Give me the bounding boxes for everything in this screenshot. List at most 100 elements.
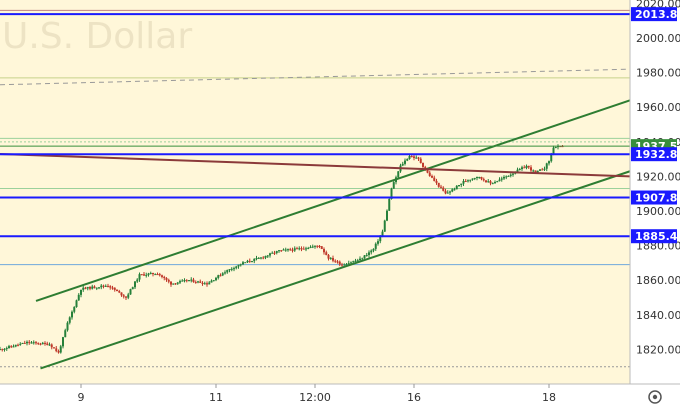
candle-body — [68, 317, 71, 323]
candle-body — [327, 255, 330, 259]
candle-body — [462, 180, 465, 184]
candle-body — [363, 255, 366, 259]
candle-body — [181, 280, 184, 282]
candle-body — [109, 286, 112, 288]
candle-body — [59, 346, 62, 353]
candle-body — [343, 264, 346, 266]
candles — [0, 144, 564, 354]
candle-body — [260, 257, 262, 259]
candle-body — [266, 255, 269, 257]
candle-body — [417, 157, 420, 159]
candle-body — [451, 189, 454, 192]
candle-body — [140, 274, 143, 276]
candle-body — [82, 287, 85, 290]
candle-body — [134, 281, 136, 288]
candle-body — [278, 250, 280, 252]
candle-body — [347, 263, 350, 265]
candle-body — [307, 247, 310, 249]
y-tick-label: 1920.00 — [636, 170, 680, 183]
candle-body — [129, 289, 132, 295]
candle-body — [523, 167, 526, 169]
candle-body — [471, 178, 474, 180]
candle-body — [415, 157, 418, 159]
candle-body — [491, 183, 494, 185]
candle-body — [323, 249, 325, 253]
candle-body — [23, 342, 26, 344]
candle-body — [545, 163, 548, 169]
candle-body — [64, 330, 67, 338]
candle-body — [325, 252, 328, 256]
candle-body — [221, 273, 224, 276]
candle-body — [147, 273, 150, 275]
candle-body — [127, 294, 130, 298]
candle-body — [183, 280, 186, 282]
candle-body — [338, 261, 341, 265]
candle-body — [453, 189, 456, 191]
candle-body — [86, 287, 89, 289]
candle-body — [212, 280, 215, 282]
candle-body — [406, 159, 409, 161]
price-badge — [631, 7, 677, 22]
candle-body — [280, 250, 283, 252]
candle-body — [190, 279, 193, 281]
candle-body — [383, 220, 386, 232]
candle-body — [269, 253, 271, 256]
x-tick-label: 9 — [78, 391, 85, 404]
price-badge — [631, 190, 677, 205]
candle-body — [336, 261, 339, 263]
settings-gear-icon[interactable] — [648, 390, 662, 404]
candle-body — [246, 260, 249, 263]
candle-body — [100, 285, 103, 288]
candle-body — [251, 261, 253, 263]
candle-body — [118, 291, 121, 293]
candle-body — [300, 248, 303, 250]
candle-body — [0, 349, 1, 351]
candle-body — [386, 210, 388, 221]
candle-body — [293, 248, 296, 251]
candle-body — [152, 272, 154, 275]
candle-body — [149, 272, 152, 274]
candle-body — [372, 248, 375, 251]
candle-body — [282, 249, 285, 251]
candle-body — [215, 277, 217, 281]
x-ticks: 9 11 12:00 16 18 — [78, 384, 556, 404]
candle-body — [120, 292, 123, 296]
candle-body — [352, 261, 355, 263]
candle-body — [66, 322, 69, 331]
candle-body — [273, 252, 276, 254]
price-badge-label: 1907.81 — [635, 192, 680, 205]
candle-body — [527, 165, 530, 168]
candle-body — [370, 250, 373, 253]
price-badge — [631, 147, 677, 162]
candle-body — [302, 248, 305, 250]
candle-body — [298, 248, 301, 250]
candle-body — [401, 163, 404, 166]
candle-body — [521, 167, 523, 170]
candle-body — [201, 282, 204, 284]
candle-body — [554, 147, 557, 149]
candle-body — [138, 274, 141, 280]
candle-body — [154, 274, 157, 276]
candle-body — [35, 342, 37, 344]
candle-body — [224, 272, 226, 274]
price-badges: 2013.831937.511932.861907.811885.44 — [631, 7, 680, 244]
candle-body — [530, 167, 532, 171]
candle-body — [469, 179, 472, 181]
candle-body — [262, 257, 265, 259]
candle-body — [244, 262, 247, 264]
candle-body — [464, 180, 467, 182]
candle-body — [95, 287, 98, 289]
candle-body — [550, 153, 553, 162]
dashed-line — [0, 68, 631, 86]
candle-body — [248, 260, 251, 262]
candle-body — [485, 180, 487, 183]
candle-body — [404, 160, 406, 164]
candle-body — [50, 344, 53, 348]
candle-body — [476, 177, 478, 179]
price-levels — [0, 13, 630, 238]
candle-body — [536, 170, 539, 173]
candle-body — [77, 294, 80, 301]
candle-body — [271, 252, 274, 254]
